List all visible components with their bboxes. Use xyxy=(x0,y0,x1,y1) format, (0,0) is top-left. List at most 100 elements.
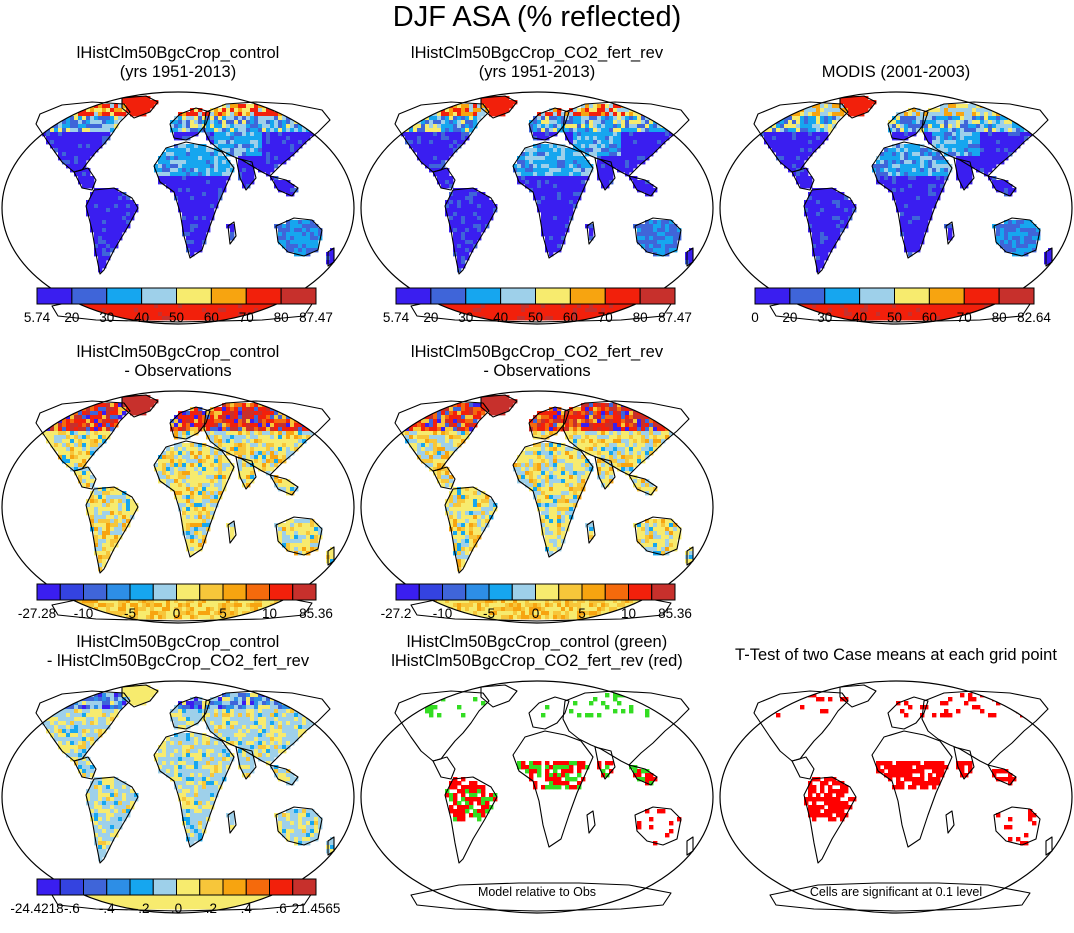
coastlines xyxy=(754,685,1052,911)
panel-note: Model relative to Obs xyxy=(359,884,715,900)
colorbar-swatch xyxy=(570,288,605,304)
colorbar-tick-label: -24.4218 xyxy=(10,901,63,916)
colorbar-swatch xyxy=(142,288,177,304)
map-frame xyxy=(361,681,713,913)
colorbar-tick-label: 82.64 xyxy=(1017,310,1051,325)
colorbar-tick-label: 40 xyxy=(493,310,508,325)
coastlines xyxy=(395,685,693,911)
colorbar-tick-label: 50 xyxy=(528,310,543,325)
colorbar-tick-label: 50 xyxy=(169,310,184,325)
colorbar-tick-label: 0 xyxy=(173,606,181,621)
colorbar-swatch xyxy=(489,584,512,600)
colorbar-tick-label: 60 xyxy=(204,310,219,325)
colorbar-swatch xyxy=(130,584,153,600)
colorbar-swatch xyxy=(223,584,246,600)
colorbar-tick-label: 85.36 xyxy=(658,606,692,621)
coastline-madagascar xyxy=(946,811,954,833)
land-cells xyxy=(764,693,1036,845)
colorbar-tick-label: 80 xyxy=(274,310,289,325)
colorbar-swatch xyxy=(293,584,316,600)
colorbar-swatch xyxy=(582,584,605,600)
panel-title: lHistClm50BgcCrop_control - Observations xyxy=(0,343,356,381)
colorbar-tick-label: -5 xyxy=(483,606,495,621)
panel-note: Cells are significant at 0.1 level xyxy=(718,884,1074,900)
colorbar-tick-label: -10 xyxy=(433,606,453,621)
colorbar-swatch xyxy=(200,879,223,895)
colorbar-swatch xyxy=(293,879,316,895)
colorbar-swatch xyxy=(895,288,930,304)
panel-title: lHistClm50BgcCrop_control (green) lHistC… xyxy=(359,633,715,671)
colorbar-swatch xyxy=(246,584,269,600)
colorbar-swatch xyxy=(755,288,790,304)
colorbar-swatch xyxy=(223,879,246,895)
colorbar-tick-label: 50 xyxy=(887,310,902,325)
colorbar-swatch xyxy=(501,288,536,304)
colorbar-tick-label: .4 xyxy=(241,901,253,916)
colorbar-tick-label: 10 xyxy=(621,606,636,621)
land-cells xyxy=(38,685,334,909)
colorbar-tick-label: 5.74 xyxy=(383,310,410,325)
colorbar-tick-label: 5.74 xyxy=(24,310,51,325)
colorbar-swatch xyxy=(281,288,316,304)
colorbar-swatch xyxy=(860,288,895,304)
colorbar-swatch xyxy=(60,879,83,895)
colorbar-swatch xyxy=(60,584,83,600)
panel-title: T-Test of two Case means at each grid po… xyxy=(718,646,1074,665)
colorbar-swatch xyxy=(153,879,176,895)
colorbar-swatch xyxy=(396,288,431,304)
colorbar-swatch xyxy=(177,288,212,304)
colorbar-tick-label: 30 xyxy=(458,310,473,325)
colorbar-swatch xyxy=(652,584,675,600)
colorbar-swatch xyxy=(536,288,571,304)
colorbar-tick-label: -5 xyxy=(124,606,136,621)
colorbar-tick-label: -.2 xyxy=(134,901,150,916)
colorbar-swatch xyxy=(825,288,860,304)
colorbar-swatch xyxy=(466,584,489,600)
colorbar-tick-label: -10 xyxy=(74,606,94,621)
colorbar-swatch xyxy=(640,288,675,304)
panel-title: lHistClm50BgcCrop_control (yrs 1951-2013… xyxy=(0,44,356,82)
colorbar-swatch xyxy=(629,584,652,600)
colorbar-tick-label: -.4 xyxy=(99,901,115,916)
world-map xyxy=(359,679,715,915)
figure-title: DJF ASA (% reflected) xyxy=(0,0,1074,34)
colorbar-tick-label: .2 xyxy=(206,901,217,916)
colorbar-tick-label: -27.28 xyxy=(18,606,56,621)
colorbar-tick-label: 0 xyxy=(751,310,759,325)
colorbar-swatch xyxy=(270,584,293,600)
colorbar-swatch xyxy=(84,584,107,600)
colorbar-swatch xyxy=(107,584,130,600)
colorbar-tick-label: 0 xyxy=(532,606,540,621)
colorbar-tick-label: 85.36 xyxy=(299,606,333,621)
colorbar-swatch xyxy=(999,288,1034,304)
colorbar-swatch xyxy=(37,288,72,304)
colorbar-tick-label: 5 xyxy=(578,606,586,621)
colorbar-tick-label: .6 xyxy=(275,901,286,916)
colorbar-tick-label: 87.47 xyxy=(299,310,333,325)
map-frame xyxy=(720,681,1072,913)
panel-title: MODIS (2001-2003) xyxy=(718,63,1074,82)
colorbar-swatch xyxy=(72,288,107,304)
coastline-europe xyxy=(529,697,569,729)
coastline-centralAmerica xyxy=(433,757,455,779)
colorbar-swatch xyxy=(964,288,999,304)
panel-title: lHistClm50BgcCrop_CO2_fert_rev (yrs 1951… xyxy=(359,44,715,82)
colorbar-tick-label: 60 xyxy=(563,310,578,325)
colorbar-swatch xyxy=(466,288,501,304)
colorbar-swatch xyxy=(536,584,559,600)
coastline-northAmerica xyxy=(395,691,489,761)
colorbar-tick-label: 20 xyxy=(64,310,79,325)
colorbar-tick-label: 5 xyxy=(219,606,227,621)
colorbar-tick-label: 20 xyxy=(423,310,438,325)
colorbar-tick-label: 60 xyxy=(922,310,937,325)
colorbar-tick-label: 80 xyxy=(633,310,648,325)
colorbar-swatch xyxy=(37,879,60,895)
coastline-madagascar xyxy=(587,811,595,833)
colorbar-swatch xyxy=(37,584,60,600)
colorbar-swatch xyxy=(130,879,153,895)
colorbar-tick-label: 40 xyxy=(134,310,149,325)
colorbar-swatch xyxy=(419,584,442,600)
